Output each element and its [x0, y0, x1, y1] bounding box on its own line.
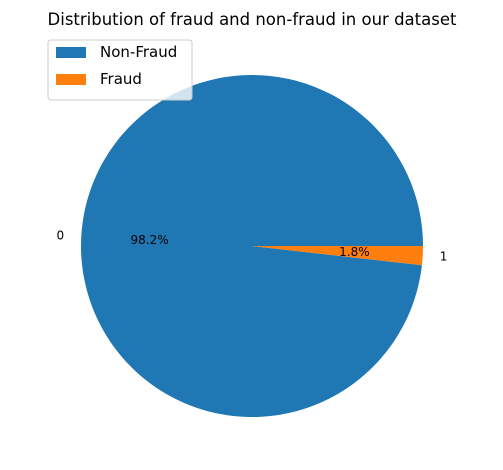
percent-label-1: 1.8% — [339, 245, 370, 259]
slice-label-1: 1 — [440, 250, 448, 264]
legend: Non-Fraud Fraud — [47, 39, 193, 101]
slice-label-0: 0 — [57, 228, 65, 242]
pie-labels: 0 98.2% 1 1.8% — [57, 228, 448, 263]
chart-title: Distribution of fraud and non-fraud in o… — [48, 10, 457, 29]
legend-label-0: Non-Fraud — [100, 43, 177, 61]
legend-label-1: Fraud — [100, 70, 142, 88]
legend-swatch-1 — [56, 74, 86, 85]
percent-label-0: 98.2% — [131, 233, 169, 247]
pie-slice-1 — [252, 246, 423, 266]
pie-slice-0 — [81, 74, 423, 417]
pie-slices — [81, 74, 423, 417]
legend-swatch-0 — [56, 47, 86, 58]
